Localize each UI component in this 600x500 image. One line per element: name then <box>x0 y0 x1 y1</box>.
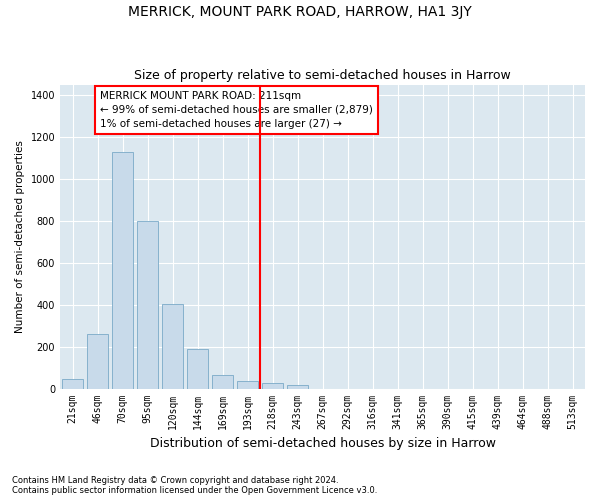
Bar <box>262 384 283 388</box>
Bar <box>87 334 108 388</box>
Bar <box>237 381 258 388</box>
Bar <box>212 375 233 388</box>
Text: Contains HM Land Registry data © Crown copyright and database right 2024.
Contai: Contains HM Land Registry data © Crown c… <box>12 476 377 495</box>
Bar <box>62 379 83 388</box>
Bar <box>287 386 308 388</box>
Bar <box>162 304 183 388</box>
Text: MERRICK, MOUNT PARK ROAD, HARROW, HA1 3JY: MERRICK, MOUNT PARK ROAD, HARROW, HA1 3J… <box>128 5 472 19</box>
Bar <box>137 221 158 388</box>
Title: Size of property relative to semi-detached houses in Harrow: Size of property relative to semi-detach… <box>134 69 511 82</box>
X-axis label: Distribution of semi-detached houses by size in Harrow: Distribution of semi-detached houses by … <box>149 437 496 450</box>
Bar <box>112 152 133 388</box>
Text: MERRICK MOUNT PARK ROAD: 211sqm
← 99% of semi-detached houses are smaller (2,879: MERRICK MOUNT PARK ROAD: 211sqm ← 99% of… <box>100 91 373 129</box>
Bar <box>187 348 208 389</box>
Y-axis label: Number of semi-detached properties: Number of semi-detached properties <box>15 140 25 333</box>
